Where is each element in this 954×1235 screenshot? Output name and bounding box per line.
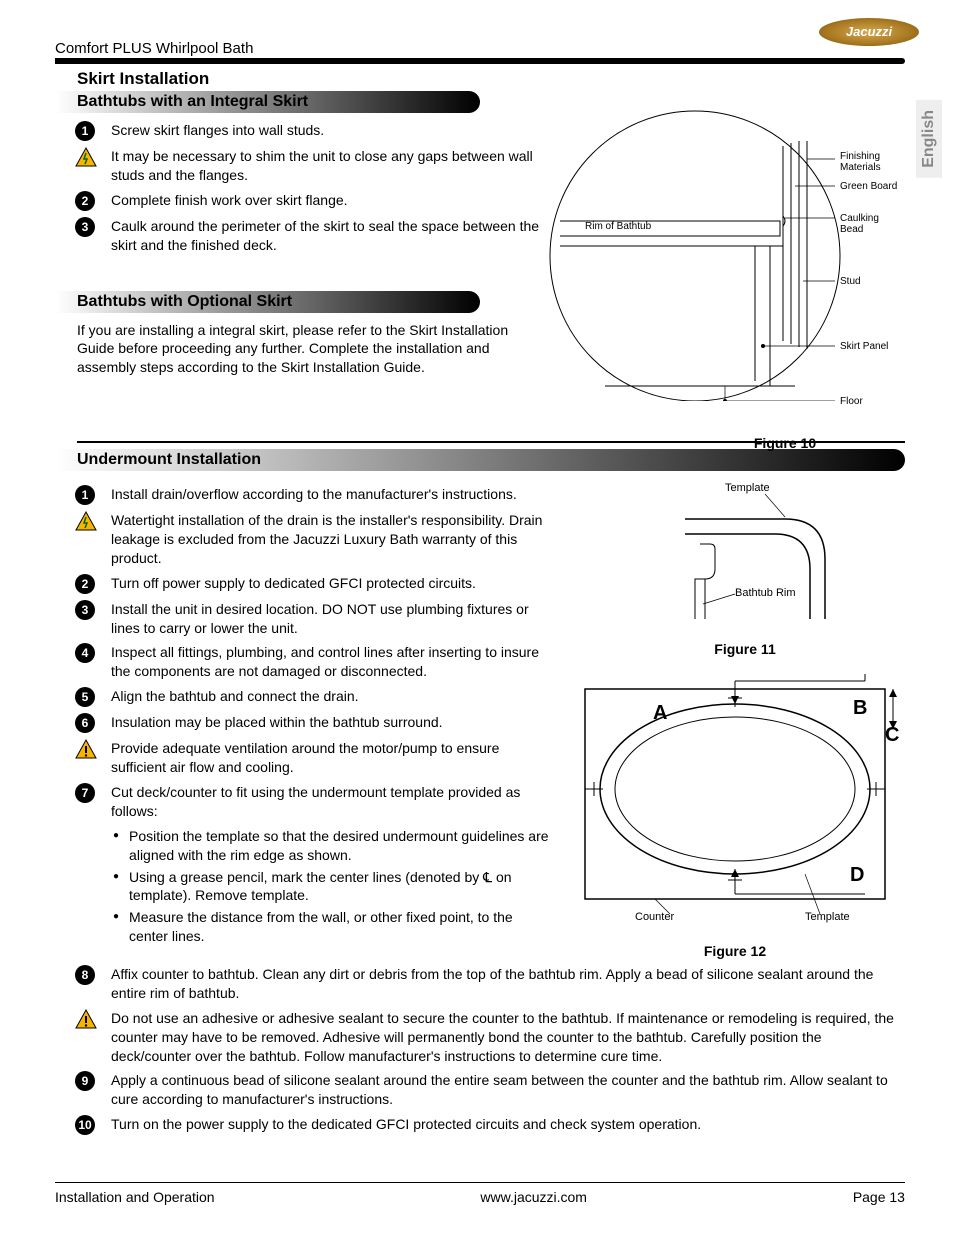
step-text: Align the bathtub and connect the drain. bbox=[111, 687, 555, 706]
fig10-label-greenboard: Green Board bbox=[840, 181, 897, 192]
fig10-label-rim: Rim of Bathtub bbox=[585, 221, 651, 232]
step-row: 1 Screw skirt flanges into wall studs. bbox=[55, 121, 545, 141]
bullet-item: Position the template so that the desire… bbox=[113, 827, 555, 865]
bullet-item: Using a grease pencil, mark the center l… bbox=[113, 868, 555, 906]
section-undermount: Undermount Installation bbox=[55, 449, 905, 471]
step-number: 4 bbox=[75, 643, 95, 663]
fig12-label-d: D bbox=[850, 864, 864, 887]
bullet-text: Measure the distance from the wall, or o… bbox=[129, 908, 555, 946]
step-text: Install drain/overflow according to the … bbox=[111, 485, 555, 504]
warning-text: Provide adequate ventilation around the … bbox=[111, 739, 555, 777]
header-rule bbox=[55, 58, 905, 64]
step-number: 1 bbox=[75, 121, 95, 141]
shock-warning-icon bbox=[75, 147, 97, 167]
figure-12: A B C D Counter Template Figure 12 bbox=[565, 669, 905, 959]
step-text: Screw skirt flanges into wall studs. bbox=[111, 121, 545, 140]
warning-text: Do not use an adhesive or adhesive seala… bbox=[111, 1009, 895, 1066]
brand-logo: Jacuzzi bbox=[819, 18, 919, 46]
footer-center: www.jacuzzi.com bbox=[480, 1189, 587, 1205]
step-text: Turn on the power supply to the dedicate… bbox=[111, 1115, 895, 1134]
step-text: Caulk around the perimeter of the skirt … bbox=[111, 217, 545, 255]
fig12-label-c: C bbox=[885, 724, 899, 747]
fig10-label-stud: Stud bbox=[840, 276, 861, 287]
step-number: 10 bbox=[75, 1115, 95, 1135]
bullet-text: Position the template so that the desire… bbox=[129, 827, 555, 865]
subsection-optional-skirt: Bathtubs with Optional Skirt bbox=[55, 291, 545, 313]
step-text: Apply a continuous bead of silicone seal… bbox=[111, 1071, 895, 1109]
step-text: Inspect all fittings, plumbing, and cont… bbox=[111, 643, 555, 681]
language-tab: English bbox=[916, 100, 942, 178]
fig12-label-template: Template bbox=[805, 911, 850, 923]
optional-skirt-para: If you are installing a integral skirt, … bbox=[55, 321, 545, 378]
shock-warning-icon bbox=[75, 511, 97, 531]
exclamation-warning-icon bbox=[75, 739, 97, 759]
fig12-label-counter: Counter bbox=[635, 911, 674, 923]
fig11-label-template: Template bbox=[725, 482, 770, 494]
step-text: Affix counter to bathtub. Clean any dirt… bbox=[111, 965, 895, 1003]
step-row: 3 Caulk around the perimeter of the skir… bbox=[55, 217, 545, 255]
fig12-label-b: B bbox=[853, 697, 867, 720]
step-text: Complete finish work over skirt flange. bbox=[111, 191, 545, 210]
step-number: 8 bbox=[75, 965, 95, 985]
section-undermount-title: Undermount Installation bbox=[55, 449, 905, 471]
footer-right: Page 13 bbox=[853, 1189, 905, 1205]
footer-left: Installation and Operation bbox=[55, 1189, 215, 1205]
subsection-integral-title: Bathtubs with an Integral Skirt bbox=[55, 91, 545, 113]
step-number: 7 bbox=[75, 783, 95, 803]
step-text: Install the unit in desired location. DO… bbox=[111, 600, 555, 638]
step-number: 2 bbox=[75, 574, 95, 594]
fig12-label-a: A bbox=[653, 702, 667, 725]
subsection-integral-skirt: Bathtubs with an Integral Skirt bbox=[55, 91, 545, 113]
step-row: 2 Complete finish work over skirt flange… bbox=[55, 191, 545, 211]
figure-11-caption: Figure 11 bbox=[585, 641, 905, 657]
fig10-label-finishing: Finishing Materials bbox=[840, 151, 905, 173]
step-text: Insulation may be placed within the bath… bbox=[111, 713, 555, 732]
bullet-text: Using a grease pencil, mark the center l… bbox=[129, 868, 555, 906]
figure-12-caption: Figure 12 bbox=[565, 943, 905, 959]
fig11-label-rim: Bathtub Rim bbox=[735, 587, 796, 599]
figure-11: Template Bathtub Rim Figure 11 bbox=[585, 479, 905, 649]
bullet-item: Measure the distance from the wall, or o… bbox=[113, 908, 555, 946]
warning-text: Watertight installation of the drain is … bbox=[111, 511, 555, 568]
warning-row: It may be necessary to shim the unit to … bbox=[55, 147, 545, 185]
section-skirt-title: Skirt Installation bbox=[55, 69, 905, 89]
fig10-label-caulking: Caulking Bead bbox=[840, 213, 905, 235]
subsection-optional-title: Bathtubs with Optional Skirt bbox=[55, 291, 545, 313]
fig10-label-skirt: Skirt Panel bbox=[840, 341, 888, 352]
step-number: 9 bbox=[75, 1071, 95, 1091]
fig10-label-floor: Floor bbox=[840, 396, 863, 407]
exclamation-warning-icon bbox=[75, 1009, 97, 1029]
step-text: Turn off power supply to dedicated GFCI … bbox=[111, 574, 555, 593]
step-number: 2 bbox=[75, 191, 95, 211]
page-footer: Installation and Operation www.jacuzzi.c… bbox=[55, 1182, 905, 1205]
step-number: 3 bbox=[75, 217, 95, 237]
step-text: Cut deck/counter to fit using the underm… bbox=[111, 783, 555, 821]
step-number: 5 bbox=[75, 687, 95, 707]
product-name: Comfort PLUS Whirlpool Bath bbox=[55, 40, 253, 57]
warning-text: It may be necessary to shim the unit to … bbox=[111, 147, 545, 185]
step-number: 6 bbox=[75, 713, 95, 733]
step-number: 3 bbox=[75, 600, 95, 620]
figure-10: Rim of Bathtub Finishing Materials Green… bbox=[545, 91, 905, 431]
step-number: 1 bbox=[75, 485, 95, 505]
